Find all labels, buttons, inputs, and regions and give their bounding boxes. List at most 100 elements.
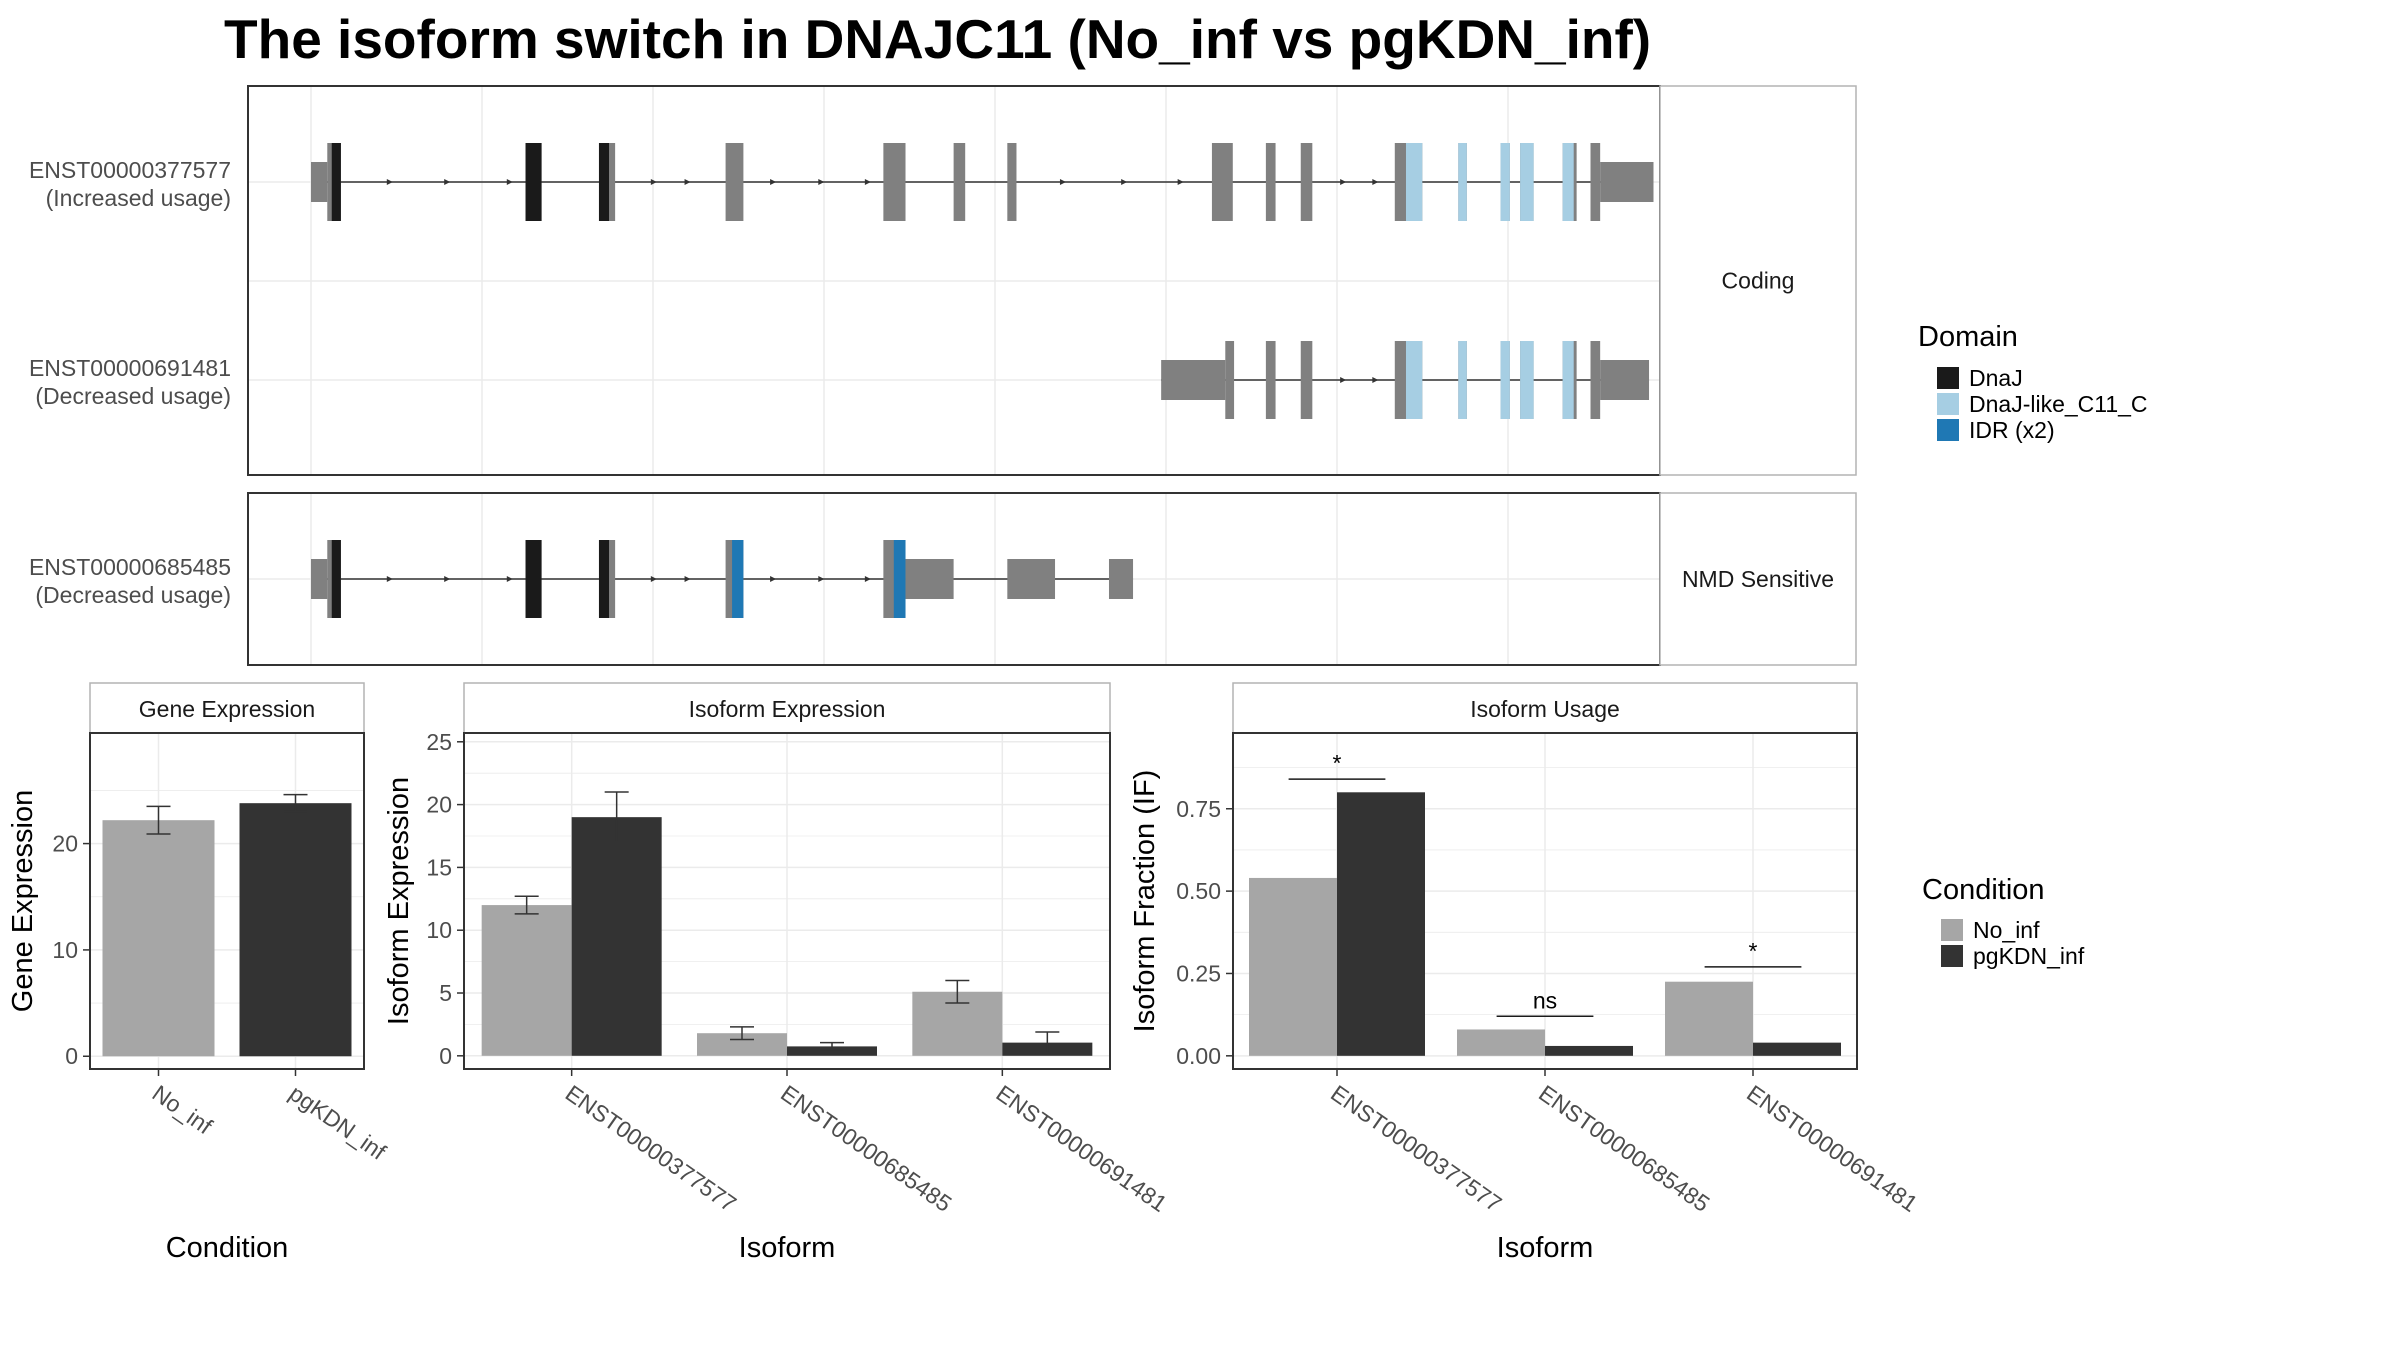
coding-exon <box>1590 143 1601 221</box>
domain-segment <box>732 540 744 618</box>
domain-segment <box>1520 143 1534 221</box>
coding-exon <box>883 143 906 221</box>
y-axis-title: Isoform Expression <box>383 777 415 1025</box>
y-tick-label: 25 <box>426 729 452 755</box>
error-bar <box>514 895 539 915</box>
legend-key <box>1941 945 1963 967</box>
facet-strip-label: Isoform Usage <box>1470 696 1620 722</box>
y-tick-label: 5 <box>439 980 452 1006</box>
significance-label: * <box>1749 938 1758 964</box>
coding-exon <box>1300 143 1313 221</box>
error-bar <box>730 1026 754 1041</box>
bar-charts: Gene Expression 0 10 20 No_inf pgKDN_inf Gene … <box>7 682 1923 1264</box>
strand-arrow <box>386 179 393 185</box>
domain-segment <box>1458 143 1467 221</box>
strand-arrow <box>818 576 825 582</box>
domain-segment <box>598 540 610 618</box>
strand-arrow <box>1059 179 1066 185</box>
domain-segment <box>331 540 341 618</box>
coding-exon <box>1265 341 1276 419</box>
utr-exon <box>1600 360 1650 400</box>
utr-exon <box>1161 360 1226 400</box>
strand-arrow <box>444 576 451 582</box>
legend-key <box>1941 919 1963 941</box>
domain-segment <box>893 540 906 618</box>
transcript-id-label: ENST00000377577 <box>29 157 231 183</box>
bar <box>697 1033 787 1056</box>
transcript-id-label: ENST00000685485 <box>29 554 231 580</box>
condition-legend-title: Condition <box>1922 874 2045 906</box>
x-tick-label: pgKDN_inf <box>285 1080 392 1165</box>
domain-segment <box>1405 341 1423 419</box>
y-tick-label: 0.00 <box>1176 1043 1221 1069</box>
x-axis-title: Condition <box>166 1232 289 1264</box>
chart-title: The isoform switch in DNAJC11 (No_inf vs… <box>224 8 1651 70</box>
transcript-ENST00000685485 <box>311 540 1134 618</box>
y-tick-label: 20 <box>426 792 452 818</box>
y-tick-label: 0.50 <box>1176 878 1221 904</box>
transcript-usage-label: (Increased usage) <box>46 185 231 211</box>
y-tick-label: 0 <box>439 1043 452 1069</box>
y-tick-label: 0.25 <box>1176 960 1221 986</box>
strand-arrow <box>1340 377 1347 383</box>
legend-label: pgKDN_inf <box>1973 943 2085 969</box>
y-tick-label: 20 <box>52 831 78 857</box>
facet-strip <box>463 682 1111 734</box>
significance-label: * <box>1333 750 1342 776</box>
utr-exon <box>1007 559 1056 599</box>
strand-arrow <box>1340 179 1347 185</box>
facet-strip-label: NMD Sensitive <box>1682 566 1834 592</box>
legend-label: DnaJ <box>1969 365 2023 391</box>
utr-exon <box>905 559 954 599</box>
legend-key <box>1937 419 1959 441</box>
coding-exon <box>953 143 966 221</box>
utr-exon <box>311 162 328 202</box>
utr-exon <box>311 559 328 599</box>
bar <box>239 803 352 1057</box>
bar <box>1249 877 1337 1056</box>
coding-exon <box>1211 143 1233 221</box>
domain-segment <box>598 143 610 221</box>
x-tick-label: ENST00000685485 <box>1534 1080 1714 1217</box>
strand-arrow <box>864 576 871 582</box>
domain-segment <box>1500 341 1510 419</box>
significance-label: ns <box>1533 987 1557 1013</box>
error-bar <box>945 979 970 1004</box>
strand-arrow <box>684 576 691 582</box>
transcript-id-label: ENST00000691481 <box>29 355 231 381</box>
coding-exon <box>725 143 744 221</box>
x-axis-title: Isoform <box>739 1232 836 1264</box>
utr-exon <box>1108 559 1134 599</box>
strand-arrow <box>506 576 513 582</box>
coding-exon <box>1007 143 1017 221</box>
legend-label: DnaJ-like_C11_C <box>1969 391 2148 417</box>
bar <box>1753 1042 1841 1056</box>
domain-segment <box>1520 341 1534 419</box>
x-tick-label: ENST00000685485 <box>776 1080 956 1217</box>
domain-legend-title: Domain <box>1918 321 2018 353</box>
domain-segment <box>331 143 341 221</box>
strand-arrow <box>1372 377 1379 383</box>
transcript-structure-plot: ENST00000377577(Increased usage) ENST0000… <box>29 85 1857 666</box>
bar <box>1545 1045 1633 1056</box>
coding-exon <box>1265 143 1276 221</box>
strand-arrow <box>650 179 657 185</box>
facet-strip <box>1659 492 1857 666</box>
y-tick-label: 0 <box>65 1043 78 1069</box>
x-axis-title: Isoform <box>1497 1232 1594 1264</box>
bar-chart-gene-expression: Gene Expression 0 10 20 No_inf pgKDN_inf Gene … <box>7 682 392 1264</box>
bar <box>481 905 572 1056</box>
y-tick-label: 15 <box>426 854 452 880</box>
error-bar <box>1035 1031 1060 1055</box>
transcript-ENST00000377577 <box>311 143 1654 221</box>
transcript-ENST00000691481 <box>1161 341 1650 419</box>
domain-segment <box>1562 143 1574 221</box>
strand-arrow <box>1372 179 1379 185</box>
bar <box>1457 1029 1545 1056</box>
y-axis-title: Gene Expression <box>7 790 39 1012</box>
bar-chart-isoform-expression: Isoform Expression 0 5 10 15 20 25 ENST00000377… <box>383 682 1172 1264</box>
x-tick-label: ENST00000691481 <box>1742 1080 1922 1217</box>
coding-exon <box>1225 341 1235 419</box>
